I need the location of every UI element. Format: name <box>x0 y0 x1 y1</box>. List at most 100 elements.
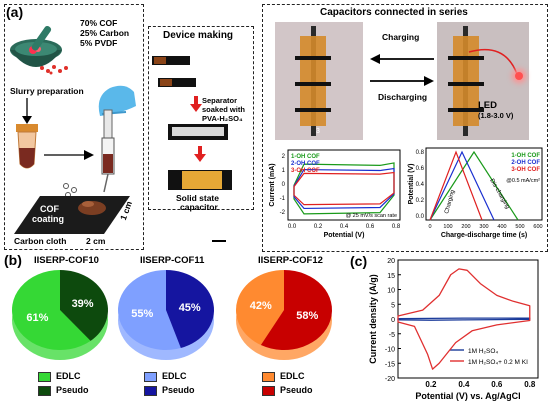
cv-ytick: 1 <box>282 168 286 174</box>
cv-loop-1 <box>293 162 395 215</box>
c-legend-text: 1M H₂SO₄ <box>468 348 498 355</box>
arrow-left-long-icon <box>370 54 434 64</box>
c-xtick: 0.8 <box>524 380 536 389</box>
gcd-curve-3 <box>429 150 483 221</box>
c-ytick: -5 <box>389 332 395 339</box>
photo-mark: 3 <box>316 128 320 135</box>
gcd-ytick: 0.8 <box>416 150 425 156</box>
panel-b-label: (b) <box>4 252 22 268</box>
pie-label-edlc: 55% <box>131 308 153 320</box>
separator-line-2: soaked with <box>202 105 245 114</box>
c-ytick: 10 <box>387 288 395 295</box>
gcd-charging: Charging <box>444 189 456 214</box>
legend-text-edlc: EDLC <box>280 371 305 381</box>
panel-a-label: (a) <box>6 4 24 20</box>
discharging-label: Discharging <box>378 92 428 102</box>
legend-text-pseudo: Pseudo <box>56 385 89 395</box>
pie-chart: 61% 39% <box>12 270 108 360</box>
gcd-ytick: 0.4 <box>416 182 425 188</box>
cv-loop-3 <box>293 171 395 206</box>
cv-ytick: 2 <box>282 154 286 160</box>
carbon-cloth-label: Carbon cloth <box>14 236 67 246</box>
pie-label-pseudo: 39% <box>72 298 94 310</box>
charging-label: Charging <box>382 32 420 42</box>
series-title: Capacitors connected in series <box>320 7 468 18</box>
legend-swatch-pseudo <box>144 386 157 396</box>
gcd-xtick: 500 <box>515 224 524 230</box>
gcd-legend-2: 2-OH COF <box>511 160 540 166</box>
gcd-xtick: 400 <box>497 224 506 230</box>
pie-title: IISERP-COF10 <box>34 255 99 266</box>
pie-slice-pseudo <box>60 270 108 341</box>
legend-text-pseudo: Pseudo <box>280 385 313 395</box>
coating-label-2: coating <box>32 214 65 224</box>
gcd-xlabel: Charge-discharge time (s) <box>441 232 527 239</box>
photo-discharged <box>275 22 363 140</box>
separator-stack <box>168 124 228 140</box>
red-arrow-2 <box>194 146 206 162</box>
solid-state-line-2: capacitor <box>180 202 218 212</box>
gcd-frame <box>425 147 543 221</box>
c-ytick: -15 <box>385 361 395 368</box>
solid-state-line-1: Solid state <box>176 193 219 203</box>
pie-slice-pseudo <box>260 270 332 350</box>
c-series-2 <box>397 268 531 370</box>
pie-slice-edlc <box>12 270 91 350</box>
cv-legend-2: 2-OH COF <box>291 161 320 167</box>
pie-chart: 42% 58% <box>235 270 332 360</box>
gcd-xtick: 100 <box>443 224 452 230</box>
gcd-legend-1: 1-OH COF <box>511 153 540 159</box>
legend-swatch-edlc <box>262 372 275 382</box>
arrow-right-icon <box>44 150 94 160</box>
c-ytick: 15 <box>387 273 395 280</box>
c-xtick: 0.4 <box>458 380 470 389</box>
electrode-1 <box>152 56 190 65</box>
pie-label-edlc: 42% <box>250 300 272 312</box>
cv-ytick: -1 <box>280 196 286 202</box>
cv-ylabel: Current (mA) <box>269 163 276 206</box>
cv-xtick: 0.4 <box>340 224 349 230</box>
gcd-xtick: 300 <box>479 224 488 230</box>
c-xlabel: Potential (V) vs. Ag/AgCl <box>415 391 520 401</box>
cv-ki-plot: 20 15 10 5 0 -5 -10 -15 -20 0.2 0.4 0.6 0.8 Potential… <box>368 258 539 401</box>
gcd-curve-1 <box>429 150 519 221</box>
scale-bar <box>212 240 226 242</box>
pie-slice-edlc <box>117 270 181 350</box>
capacitor-device <box>168 170 232 190</box>
c-ytick: -20 <box>385 376 395 383</box>
gcd-legend-3: 3-OH COF <box>511 167 540 173</box>
cv-loop-2 <box>293 167 395 210</box>
pie-label-edlc: 61% <box>26 312 48 324</box>
led-label: LED <box>478 100 497 111</box>
legend-text-edlc: EDLC <box>162 371 187 381</box>
pie-slice-edlc <box>235 270 284 346</box>
composition-pvdf: 5% PVDF <box>80 38 118 48</box>
gcd-note: @0.5 mA/cm² <box>506 178 540 184</box>
cv-xtick: 0.0 <box>288 224 297 230</box>
cv-xtick: 0.6 <box>366 224 375 230</box>
composition-carbon: 25% Carbon <box>80 28 130 38</box>
gcd-ytick: 0.2 <box>416 198 425 204</box>
c-legend-text: 1M H₂SO₄+ 0.2 M KI <box>468 359 528 366</box>
pie-slice-pseudo <box>166 270 214 349</box>
c-series-1 <box>397 317 531 321</box>
legend-text-pseudo: Pseudo <box>162 385 195 395</box>
powder-icon <box>40 65 68 75</box>
gcd-xtick: 600 <box>533 224 542 230</box>
slurry-label: Slurry preparation <box>10 86 84 96</box>
vial-icon <box>16 124 38 169</box>
c-xtick: 0.2 <box>425 380 437 389</box>
cv-legend-1: 1-OH COF <box>291 154 320 160</box>
gcd-ytick: 0.0 <box>416 214 425 220</box>
prep-panel <box>4 4 144 250</box>
legend-swatch-edlc <box>38 372 51 382</box>
led-range: (1.8-3.0 V) <box>478 111 514 120</box>
cv-xtick: 0.8 <box>392 224 401 230</box>
carbon-cloth-icon <box>14 196 130 234</box>
pie-label-pseudo: 45% <box>179 302 201 314</box>
arrow-right-long-icon <box>370 76 434 86</box>
gcd-xtick: 200 <box>461 224 470 230</box>
cv-xlabel: Potential (V) <box>324 232 365 239</box>
